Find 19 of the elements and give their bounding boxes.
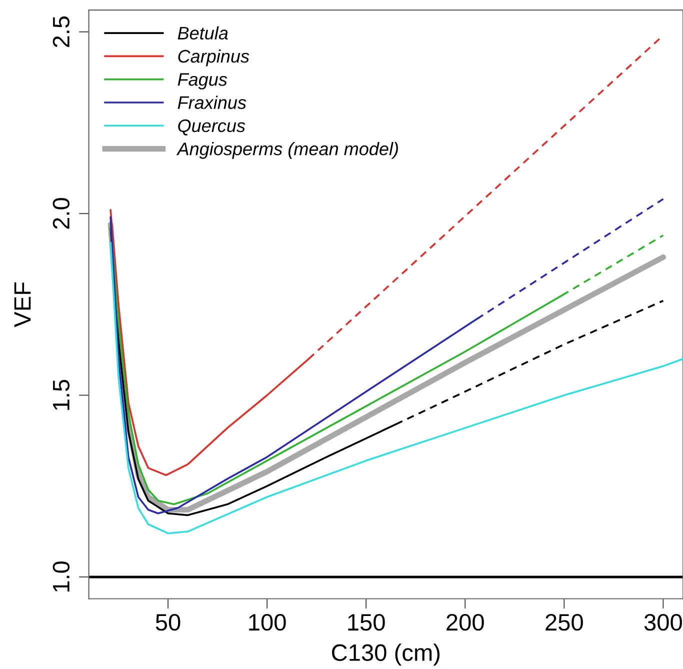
y-tick-label: 2.0	[52, 198, 70, 229]
y-tick-label: 2.5	[52, 16, 70, 48]
legend-label: Carpinus	[178, 49, 250, 66]
x-tick-label: 150	[348, 614, 385, 631]
line-series	[110, 242, 683, 534]
x-tick-label: 200	[446, 614, 484, 631]
x-tick-label: 300	[644, 614, 682, 631]
legend-label: Fagus	[178, 73, 228, 90]
x-axis-title: C130 (cm)	[332, 644, 440, 666]
legend-label: Fraxinus	[178, 96, 246, 109]
legend-label: Betula	[178, 26, 228, 40]
y-tick-label: 1.5	[53, 380, 70, 410]
y-axis-title: VEF	[14, 282, 31, 328]
legend-label: Quercus	[178, 119, 246, 136]
x-tick-label: 50	[156, 614, 180, 631]
y-tick-label: 1.0	[52, 561, 70, 592]
x-tick-label: 250	[546, 614, 583, 631]
x-tick-label: 100	[249, 614, 286, 631]
legend-label: Angiosperms (mean model)	[176, 142, 398, 159]
